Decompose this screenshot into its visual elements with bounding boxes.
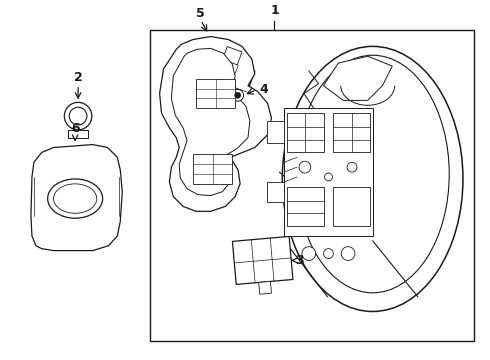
Polygon shape xyxy=(182,53,255,134)
Polygon shape xyxy=(196,79,235,108)
Ellipse shape xyxy=(69,107,87,125)
Ellipse shape xyxy=(282,46,463,311)
Polygon shape xyxy=(284,108,372,236)
Polygon shape xyxy=(193,154,232,184)
Polygon shape xyxy=(333,187,369,226)
Ellipse shape xyxy=(232,89,244,101)
Ellipse shape xyxy=(324,173,332,181)
Polygon shape xyxy=(160,37,271,211)
Ellipse shape xyxy=(323,249,333,258)
Ellipse shape xyxy=(341,247,355,260)
Polygon shape xyxy=(222,46,242,65)
Text: 1: 1 xyxy=(270,4,279,17)
Bar xyxy=(150,30,474,341)
Ellipse shape xyxy=(64,102,92,130)
Ellipse shape xyxy=(296,55,449,293)
Polygon shape xyxy=(287,113,323,152)
Polygon shape xyxy=(259,282,271,294)
Polygon shape xyxy=(172,48,250,195)
Polygon shape xyxy=(267,182,284,202)
Ellipse shape xyxy=(299,161,311,173)
Text: 5: 5 xyxy=(196,7,205,20)
Ellipse shape xyxy=(302,247,316,260)
Ellipse shape xyxy=(48,179,102,218)
Text: 3: 3 xyxy=(295,254,304,267)
Text: 4: 4 xyxy=(260,83,269,96)
Polygon shape xyxy=(232,237,293,284)
Polygon shape xyxy=(333,113,369,152)
Polygon shape xyxy=(287,187,323,226)
Ellipse shape xyxy=(53,184,97,213)
Ellipse shape xyxy=(347,162,357,172)
Polygon shape xyxy=(31,145,122,251)
Polygon shape xyxy=(68,130,88,138)
Ellipse shape xyxy=(235,92,241,98)
Polygon shape xyxy=(267,121,284,143)
Polygon shape xyxy=(323,56,392,100)
Text: 2: 2 xyxy=(74,71,82,84)
Text: 6: 6 xyxy=(71,122,79,135)
